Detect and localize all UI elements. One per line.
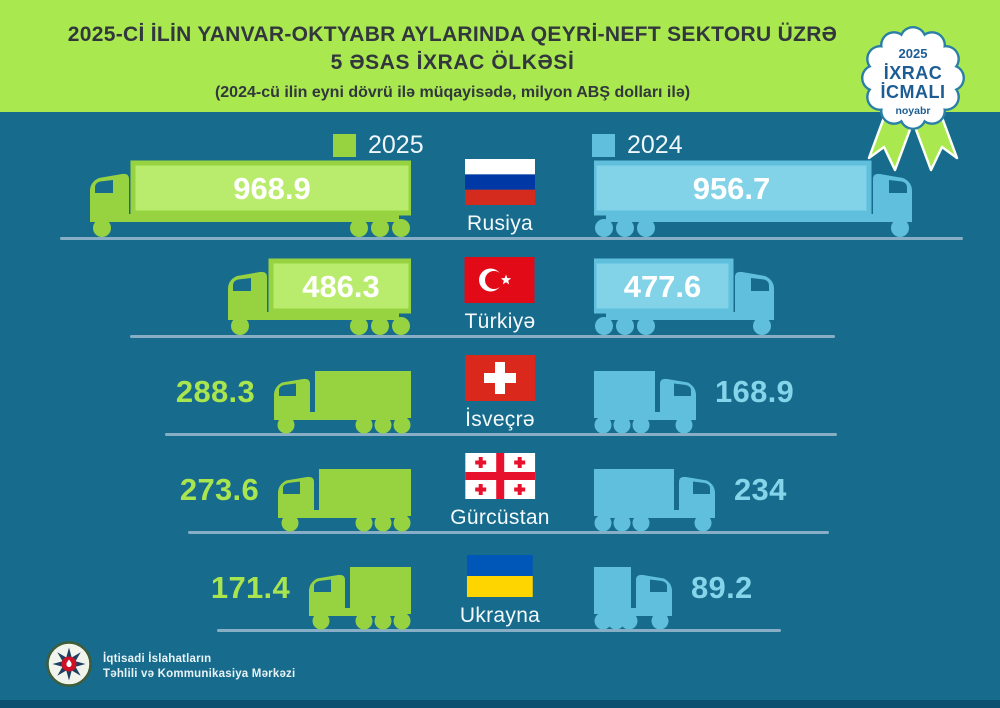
page-subtitle: (2024-cü ilin eyni dövrü ilə müqayisədə,… [214,84,691,101]
emblem-icon [46,641,92,687]
bar-2025-switzerland: 288.3 [176,356,411,434]
svg-text:968.9: 968.9 [233,171,311,206]
page-title-line2: 5 ƏSAS İXRAC ÖLKƏSİ [330,51,575,74]
page-title-line1: 2025-Cİ İLİN YANVAR-OKTYABR AYLARINDA QE… [67,23,838,46]
svg-text:956.7: 956.7 [693,171,771,206]
truck-bar: 956.7 [594,160,912,237]
svg-text:2025: 2025 [899,46,928,61]
road-line [188,531,829,534]
svg-text:486.3: 486.3 [302,269,380,304]
flag-russia-icon [465,159,535,205]
country-row-ukraine: 171.4 89.2 Ukrayna [0,534,1000,632]
value-2024: 168.9 [715,374,795,409]
bar-2024-turkey: 477.6 [594,258,779,336]
legend-label-2025: 2025 [368,131,424,159]
value-2024: 234 [734,472,787,507]
country-row-switzerland: 288.3 168.9 İsveçrə [0,338,1000,436]
truck-bar [594,371,696,434]
svg-text:477.6: 477.6 [624,269,702,304]
country-label: Gürcüstan [450,506,550,529]
flag-switzerland-icon [465,355,535,401]
legend-swatch-2024 [592,134,615,157]
org-name-line1: İqtisadi İslahatların [103,652,212,665]
svg-text:İCMALI: İCMALI [881,82,946,102]
country-block-turkey: Türkiyə [465,257,536,334]
country-label: Rusiya [467,212,533,235]
bar-2025-ukraine: 171.4 [211,552,411,630]
header-band: 2025-Cİ İLİN YANVAR-OKTYABR AYLARINDA QE… [0,0,1000,112]
road-line [130,335,835,338]
bar-2024-switzerland: 168.9 [594,356,794,434]
footer: İqtisadi İslahatların Təhlili və Kommuni… [46,641,295,692]
legend-item-2024: 2024 [592,131,683,160]
bar-2024-georgia: 234 [594,454,787,532]
org-name: İqtisadi İslahatların Təhlili və Kommuni… [103,652,295,682]
bar-2025-georgia: 273.6 [180,454,411,532]
country-row-turkey: 486.3 477.6 Türkiyə [0,240,1000,338]
legend-swatch-2025 [333,134,356,157]
truck-bar: 477.6 [594,258,774,335]
country-label: İsveçrə [465,408,535,431]
country-row-georgia: 273.6 234 Gürcüstan [0,436,1000,534]
value-2024: 89.2 [691,570,753,605]
flag-ukraine-icon [466,555,533,597]
org-name-line2: Təhlili və Kommunikasiya Mərkəzi [103,667,296,680]
bar-2024-ukraine: 89.2 [594,552,753,630]
country-block-switzerland: İsveçrə [465,355,535,432]
value-2025: 171.4 [210,570,290,605]
truck-bar [594,567,672,630]
road-line [165,433,837,436]
truck-bar: 486.3 [228,258,411,335]
org-emblem-logo [46,641,92,692]
road-line [60,237,963,240]
country-label: Türkiyə [464,310,536,333]
value-2025: 288.3 [175,374,255,409]
value-2025: 273.6 [179,472,259,507]
legend-item-2025: 2025 [333,131,424,160]
country-row-russia: 968.9 956.7 Rusiya [0,142,1000,240]
truck-bar [274,371,411,434]
road-line [217,629,781,632]
country-block-russia: Rusiya [465,159,535,236]
svg-text:noyabr: noyabr [895,105,930,117]
truck-bar [278,469,411,532]
flag-turkey-icon [464,257,535,303]
bar-2025-turkey: 486.3 [223,258,411,336]
truck-bar: 968.9 [90,160,411,237]
flag-georgia-icon [465,453,535,499]
country-block-georgia: Gürcüstan [450,453,550,530]
country-label: Ukrayna [459,604,541,627]
bar-2025-russia: 968.9 [85,160,411,238]
title-block: 2025-Cİ İLİN YANVAR-OKTYABR AYLARINDA QE… [0,0,905,102]
truck-bar [309,567,411,630]
truck-bar [594,469,715,532]
legend: 2025 2024 [0,131,1000,159]
country-block-ukraine: Ukrayna [460,555,540,628]
svg-text:İXRAC: İXRAC [884,63,943,83]
legend-label-2024: 2024 [627,131,683,159]
bar-2024-russia: 956.7 [594,160,917,238]
bottom-strip [0,700,1000,708]
award-rosette-badge: 2025 İXRAC İCMALI noyabr [851,20,975,176]
